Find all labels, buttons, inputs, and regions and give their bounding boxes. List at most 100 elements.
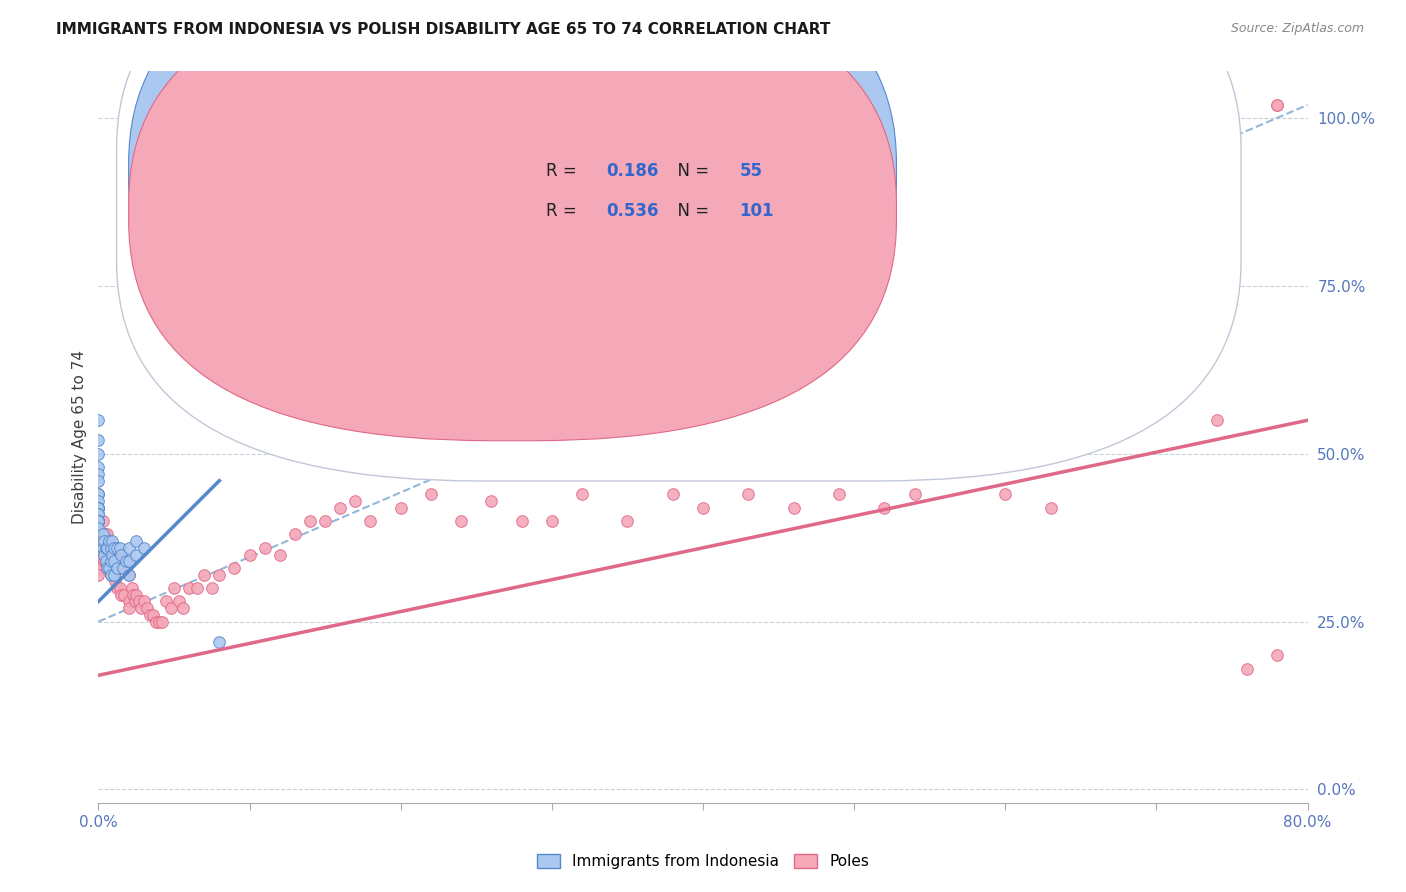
Point [118, 567, 141, 582]
Point [121, 581, 143, 595]
Point [101, 541, 124, 555]
Point [98, 561, 121, 575]
Point [100, 567, 122, 582]
Legend: Immigrants from Indonesia, Poles: Immigrants from Indonesia, Poles [530, 848, 876, 875]
Point [87, 413, 110, 427]
Point [208, 567, 231, 582]
Point [201, 581, 224, 595]
Text: N =: N = [666, 202, 714, 220]
Point [360, 514, 382, 528]
Point [314, 514, 336, 528]
Point [132, 594, 155, 608]
Point [139, 607, 162, 622]
Text: 101: 101 [740, 202, 773, 220]
Point [105, 561, 128, 575]
Point [91, 514, 114, 528]
Point [100, 554, 122, 568]
Point [114, 561, 136, 575]
Point [150, 615, 173, 629]
Point [110, 588, 132, 602]
Point [1206, 413, 1229, 427]
Point [100, 541, 122, 555]
Point [96, 561, 118, 575]
Point [125, 588, 148, 602]
Point [994, 487, 1017, 501]
Point [101, 534, 124, 549]
Point [145, 615, 167, 629]
FancyBboxPatch shape [129, 0, 897, 401]
Point [104, 574, 127, 589]
Point [87, 514, 110, 528]
Point [540, 514, 562, 528]
Point [118, 541, 141, 555]
Point [616, 514, 638, 528]
Point [87, 514, 110, 528]
Point [129, 601, 152, 615]
Point [114, 554, 136, 568]
Point [135, 601, 157, 615]
Point [1265, 648, 1288, 662]
Point [93, 554, 115, 568]
Text: Source: ZipAtlas.com: Source: ZipAtlas.com [1230, 22, 1364, 36]
Point [160, 601, 183, 615]
Point [510, 514, 533, 528]
Point [87, 554, 110, 568]
FancyBboxPatch shape [129, 0, 897, 441]
Point [1236, 662, 1258, 676]
Point [1265, 98, 1288, 112]
Point [87, 567, 110, 582]
Point [329, 500, 352, 515]
Text: R =: R = [546, 161, 582, 180]
Text: ZIP: ZIP [444, 397, 606, 477]
Point [873, 500, 896, 515]
Point [112, 588, 135, 602]
Point [87, 514, 110, 528]
Point [128, 594, 150, 608]
Text: 0.186: 0.186 [606, 161, 658, 180]
Point [1039, 500, 1062, 515]
Point [125, 534, 148, 549]
Point [94, 554, 117, 568]
Point [96, 541, 118, 555]
Point [208, 634, 231, 648]
Point [132, 541, 155, 555]
Point [87, 514, 110, 528]
Point [934, 434, 956, 448]
Point [103, 554, 125, 568]
Point [163, 581, 186, 595]
Text: atlas: atlas [800, 397, 1002, 477]
Point [87, 474, 110, 488]
Point [87, 467, 110, 481]
Point [96, 561, 118, 575]
Point [1085, 245, 1108, 260]
Point [98, 534, 121, 549]
Point [87, 487, 110, 501]
Point [87, 500, 110, 515]
Point [103, 541, 125, 555]
Point [87, 487, 110, 501]
Y-axis label: Disability Age 65 to 74: Disability Age 65 to 74 [72, 350, 87, 524]
Point [692, 500, 714, 515]
Point [93, 527, 115, 541]
Point [1115, 98, 1137, 112]
Point [167, 594, 190, 608]
Point [299, 514, 322, 528]
Point [122, 588, 145, 602]
Point [1175, 98, 1198, 112]
Point [844, 367, 866, 381]
Point [105, 541, 128, 555]
Point [844, 447, 866, 461]
Point [828, 487, 851, 501]
Point [142, 607, 165, 622]
Point [98, 534, 121, 549]
Point [125, 548, 148, 562]
Point [87, 487, 110, 501]
Point [87, 541, 110, 555]
Text: IMMIGRANTS FROM INDONESIA VS POLISH DISABILITY AGE 65 TO 74 CORRELATION CHART: IMMIGRANTS FROM INDONESIA VS POLISH DISA… [56, 22, 831, 37]
Point [108, 581, 131, 595]
Point [155, 594, 177, 608]
Point [110, 554, 132, 568]
Point [737, 487, 759, 501]
Point [1265, 98, 1288, 112]
Point [101, 567, 124, 582]
